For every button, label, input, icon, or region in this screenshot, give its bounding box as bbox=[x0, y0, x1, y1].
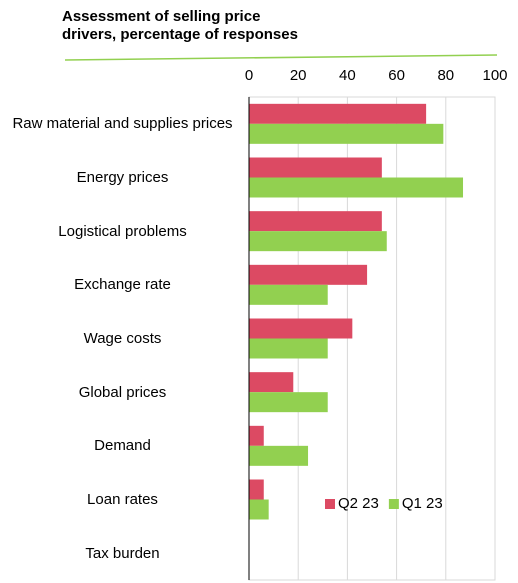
bar bbox=[249, 211, 382, 232]
bar bbox=[249, 445, 309, 466]
y-tick-label: Logistical problems bbox=[58, 222, 187, 240]
y-tick-label: Global prices bbox=[78, 383, 167, 401]
y-tick-label: Tax burden bbox=[85, 544, 160, 562]
x-tick-label: 20 bbox=[290, 67, 307, 84]
y-tick-label: Demand bbox=[94, 437, 151, 455]
bar bbox=[249, 157, 382, 178]
legend-label: Q2 23 bbox=[338, 495, 379, 512]
y-tick-label: Exchange rate bbox=[74, 276, 171, 294]
bar bbox=[249, 372, 294, 393]
bar bbox=[249, 499, 269, 520]
x-tick-label: 80 bbox=[437, 67, 454, 84]
y-tick-label: Wage costs bbox=[83, 330, 162, 347]
bar bbox=[249, 231, 387, 252]
x-tick-label: 100 bbox=[482, 67, 507, 84]
bar bbox=[249, 318, 353, 339]
legend-swatch bbox=[388, 499, 399, 509]
y-tick-label: Raw material and supplies prices bbox=[12, 115, 233, 133]
bar bbox=[249, 479, 264, 500]
x-tick-label: 60 bbox=[388, 67, 405, 84]
bar bbox=[249, 177, 464, 198]
bar bbox=[249, 338, 328, 359]
y-tick-label: Energy prices bbox=[76, 169, 169, 186]
chart-title: Assessment of selling price drivers, per… bbox=[62, 8, 298, 43]
x-tick-label: 40 bbox=[339, 67, 356, 84]
bar bbox=[249, 284, 328, 305]
title-rule bbox=[64, 54, 498, 61]
y-tick-label: Loan rates bbox=[87, 491, 158, 508]
bar bbox=[249, 103, 427, 124]
bar bbox=[249, 392, 328, 413]
bar bbox=[249, 123, 444, 144]
x-tick-label: 0 bbox=[245, 67, 253, 84]
legend-label: Q1 23 bbox=[402, 495, 443, 512]
legend-swatch bbox=[325, 499, 335, 509]
bar bbox=[249, 264, 368, 285]
bar bbox=[249, 425, 264, 446]
